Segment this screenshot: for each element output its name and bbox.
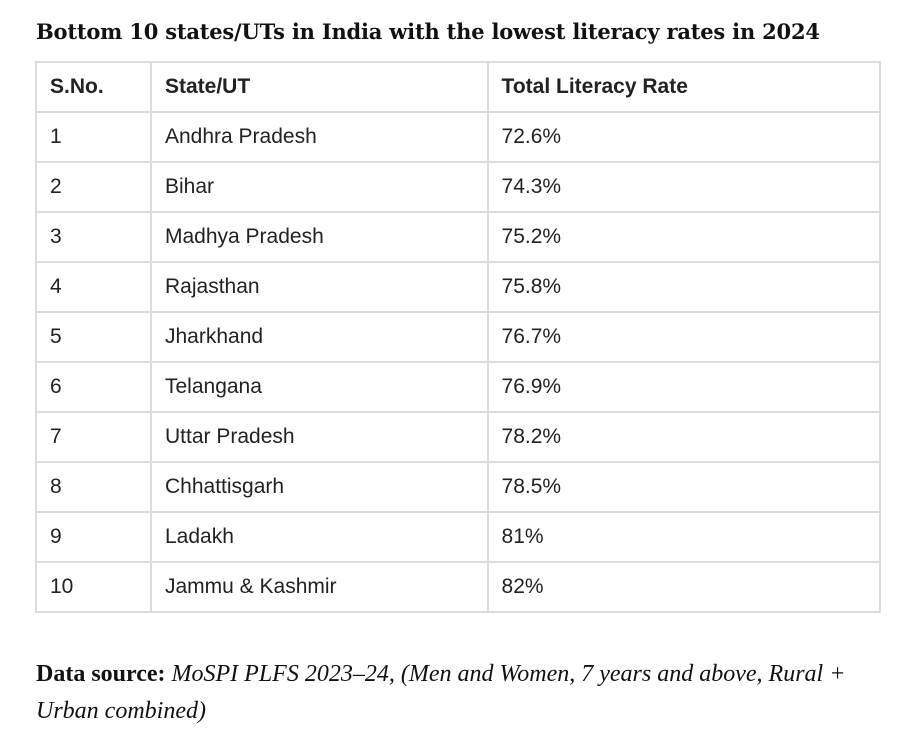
cell-literacy-rate: 78.5% (486, 461, 882, 513)
table-row: 7 Uttar Pradesh 78.2% (35, 411, 882, 463)
cell-state: Uttar Pradesh (150, 411, 489, 463)
cell-state: Rajasthan (150, 261, 489, 313)
header-literacy-rate: Total Literacy Rate (486, 61, 882, 113)
cell-sno: 9 (35, 511, 152, 563)
cell-literacy-rate: 78.2% (486, 411, 882, 463)
table-row: 1 Andhra Pradesh 72.6% (35, 111, 882, 163)
cell-sno: 4 (35, 261, 152, 313)
cell-sno: 3 (35, 211, 152, 263)
cell-state: Ladakh (150, 511, 489, 563)
table-row: 2 Bihar 74.3% (35, 161, 882, 213)
cell-sno: 1 (35, 111, 152, 163)
cell-state: Andhra Pradesh (150, 111, 489, 163)
cell-sno: 8 (35, 461, 152, 513)
table-row: 5 Jharkhand 76.7% (35, 311, 882, 363)
table-header-row: S.No. State/UT Total Literacy Rate (35, 61, 882, 113)
cell-literacy-rate: 82% (486, 561, 882, 613)
cell-state: Bihar (150, 161, 489, 213)
cell-literacy-rate: 72.6% (486, 111, 882, 163)
cell-literacy-rate: 81% (486, 511, 882, 563)
cell-sno: 5 (35, 311, 152, 363)
cell-state: Telangana (150, 361, 489, 413)
cell-sno: 6 (35, 361, 152, 413)
table-row: 3 Madhya Pradesh 75.2% (35, 211, 882, 263)
cell-sno: 2 (35, 161, 152, 213)
cell-state: Jammu & Kashmir (150, 561, 489, 613)
cell-literacy-rate: 76.9% (486, 361, 882, 413)
table-row: 10 Jammu & Kashmir 82% (35, 561, 882, 613)
cell-literacy-rate: 75.2% (486, 211, 882, 263)
literacy-table: S.No. State/UT Total Literacy Rate 1 And… (35, 61, 882, 613)
cell-state: Madhya Pradesh (150, 211, 489, 263)
table-row: 9 Ladakh 81% (35, 511, 882, 563)
cell-state: Chhattisgarh (150, 461, 489, 513)
data-source-note: Data source: MoSPI PLFS 2023–24, (Men an… (36, 656, 866, 730)
cell-state: Jharkhand (150, 311, 489, 363)
table-row: 6 Telangana 76.9% (35, 361, 882, 413)
table-row: 4 Rajasthan 75.8% (35, 261, 882, 313)
cell-literacy-rate: 76.7% (486, 311, 882, 363)
cell-sno: 7 (35, 411, 152, 463)
header-state: State/UT (150, 61, 489, 113)
table-row: 8 Chhattisgarh 78.5% (35, 461, 882, 513)
page-title: Bottom 10 states/UTs in India with the l… (36, 19, 820, 44)
header-sno: S.No. (35, 61, 152, 113)
cell-sno: 10 (35, 561, 152, 613)
cell-literacy-rate: 74.3% (486, 161, 882, 213)
data-source-text: MoSPI PLFS 2023–24, (Men and Women, 7 ye… (36, 661, 846, 724)
data-source-label: Data source: (36, 661, 166, 687)
cell-literacy-rate: 75.8% (486, 261, 882, 313)
